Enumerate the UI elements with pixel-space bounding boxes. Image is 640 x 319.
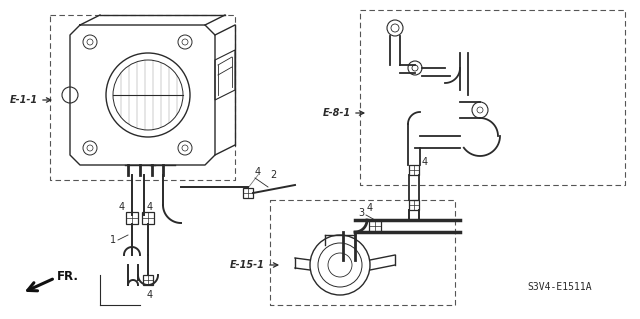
Text: 4: 4 <box>422 157 428 167</box>
Text: 4: 4 <box>147 202 153 212</box>
Text: E-8-1: E-8-1 <box>323 108 351 118</box>
Text: E-1-1: E-1-1 <box>10 95 38 105</box>
Text: 4: 4 <box>119 202 125 212</box>
Text: 4: 4 <box>367 203 373 213</box>
Text: S3V4-E1511A: S3V4-E1511A <box>528 282 592 292</box>
Text: 1: 1 <box>110 235 116 245</box>
Text: E-15-1: E-15-1 <box>230 260 265 270</box>
Text: 3: 3 <box>358 208 364 218</box>
Text: 2: 2 <box>270 170 276 180</box>
Text: 4: 4 <box>255 167 261 177</box>
Text: FR.: FR. <box>57 270 79 283</box>
Text: 4: 4 <box>147 290 153 300</box>
